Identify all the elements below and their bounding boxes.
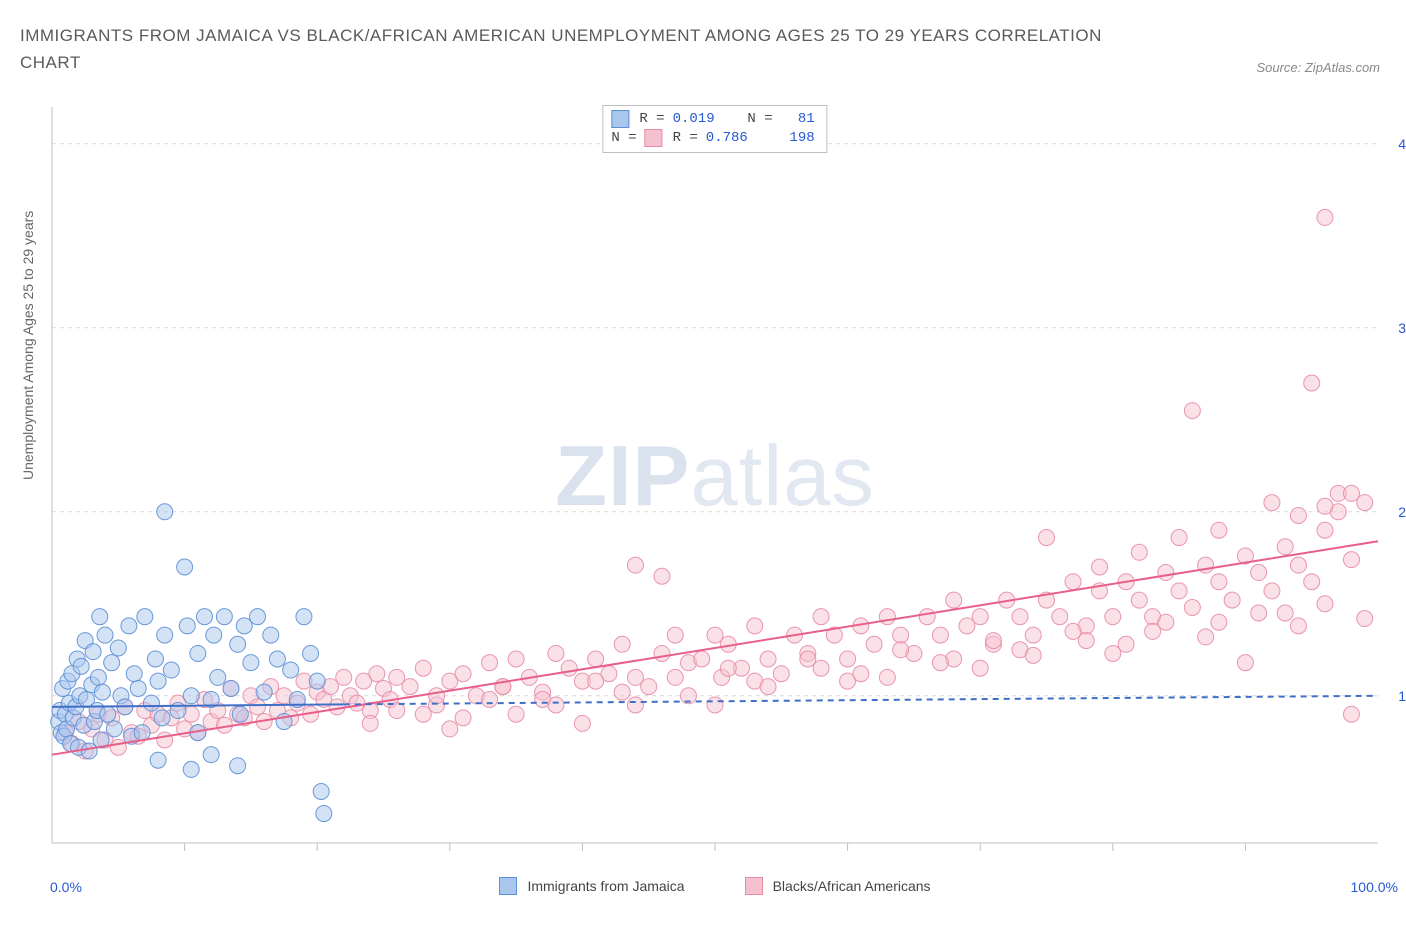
swatch-series-a [499,877,517,895]
scatter-plot: ZIPatlas R =0.019 N =81 R =0.786 N =198 … [50,105,1380,865]
stats-legend: R =0.019 N =81 R =0.786 N =198 [602,105,827,153]
y-tick-label: 10.0% [1398,688,1406,704]
source-label: Source: ZipAtlas.com [1256,60,1380,75]
chart-svg [50,105,1380,865]
r-label: R = [673,129,698,148]
y-tick-label: 40.0% [1398,136,1406,152]
bottom-legend: Immigrants from Jamaica Blacks/African A… [50,877,1380,895]
n-label: N = [747,110,772,129]
x-tick-start: 0.0% [50,879,82,895]
r-value-b: 0.786 [706,129,748,148]
legend-label-b: Blacks/African Americans [773,878,931,894]
x-tick-end: 100.0% [1351,879,1398,895]
swatch-series-b [745,877,763,895]
legend-item-b: Blacks/African Americans [745,877,931,895]
swatch-series-b [645,129,663,147]
n-label: N = [611,129,636,148]
swatch-series-a [611,110,629,128]
legend-item-a: Immigrants from Jamaica [499,877,684,895]
n-value-b: 198 [781,129,815,148]
n-value-a: 81 [781,110,815,129]
r-label: R = [639,110,664,129]
chart-title: IMMIGRANTS FROM JAMAICA VS BLACK/AFRICAN… [20,22,1120,76]
stats-row-b: R = 0.786 N = 198 [611,129,814,148]
r-value-a: 0.019 [673,110,715,129]
y-axis-label: Unemployment Among Ages 25 to 29 years [20,211,36,480]
legend-label-a: Immigrants from Jamaica [527,878,684,894]
y-tick-label: 30.0% [1398,320,1406,336]
y-tick-label: 20.0% [1398,504,1406,520]
stats-row-a: R = 0.019 N = 81 [611,110,814,129]
